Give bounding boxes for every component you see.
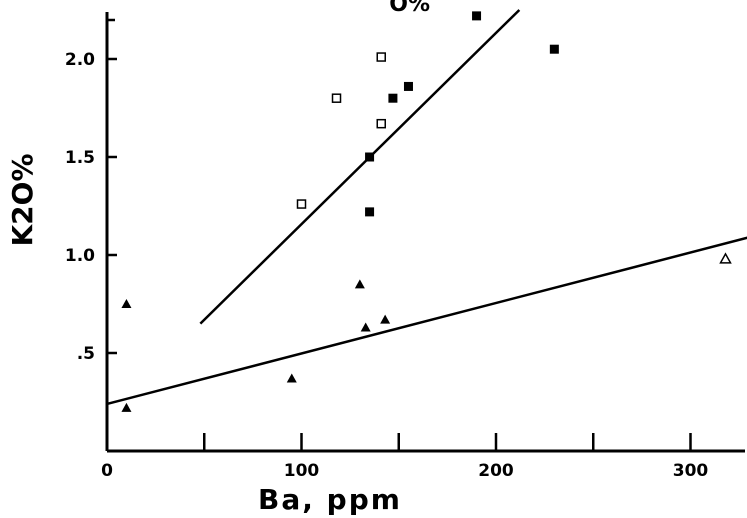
- filled-square-point: [472, 11, 482, 21]
- trend-line: [199, 9, 521, 325]
- open-triangle-point: [719, 252, 732, 264]
- x-tick-label: 0: [101, 461, 113, 481]
- x-tick-label: 100: [284, 461, 320, 481]
- x-tick-label: 200: [478, 461, 514, 481]
- filled-triangle-point: [354, 279, 365, 289]
- y-tick-label: .5: [77, 344, 95, 364]
- open-square-point: [376, 118, 386, 129]
- trend-line: [106, 236, 747, 406]
- y-tick-label: 1.5: [65, 148, 95, 168]
- filled-square-point: [365, 152, 375, 162]
- data-points: [121, 11, 732, 412]
- trend-lines: [106, 9, 747, 406]
- filled-triangle-point: [121, 402, 132, 412]
- open-square-point: [296, 199, 307, 209]
- axes: [105, 12, 745, 453]
- x-tick-label: 300: [673, 461, 709, 481]
- top-cut-text: O%: [389, 0, 430, 17]
- y-axis-label: K2O%: [6, 153, 39, 246]
- x-axis-label: Ba, ppm: [258, 483, 402, 516]
- filled-square-point: [365, 207, 375, 217]
- filled-triangle-point: [360, 322, 371, 332]
- y-axis-label-group: K2O%: [6, 153, 39, 246]
- filled-square-point: [549, 44, 559, 54]
- filled-triangle-point: [380, 314, 391, 324]
- y-tick-label: 2.0: [65, 50, 95, 70]
- open-square-point: [331, 93, 342, 103]
- filled-square-point: [388, 93, 398, 103]
- tick-labels: 0 100 200 300 .5 1.0 1.5 2.0: [65, 50, 709, 481]
- filled-triangle-point: [121, 299, 132, 308]
- open-square-point: [376, 52, 386, 62]
- filled-triangle-point: [286, 373, 297, 383]
- filled-square-point: [403, 81, 413, 91]
- y-tick-label: 1.0: [65, 246, 95, 266]
